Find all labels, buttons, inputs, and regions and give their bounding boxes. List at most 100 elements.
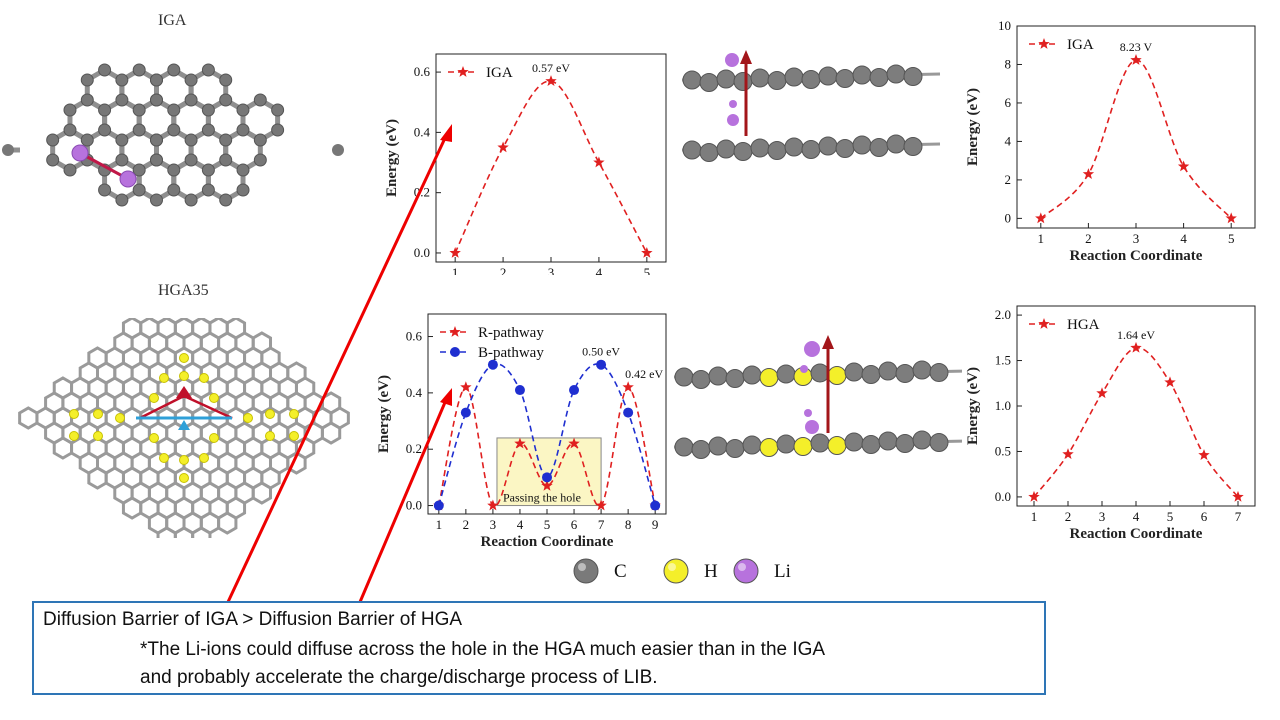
plot-frame bbox=[435, 53, 667, 263]
y-tick-label: 2.0 bbox=[995, 307, 1011, 322]
data-point bbox=[595, 499, 607, 511]
legend-marker bbox=[1038, 318, 1050, 329]
data-point bbox=[1177, 160, 1190, 172]
x-tick-label: 3 bbox=[548, 265, 555, 275]
value-annotation: 0.57 eV bbox=[532, 61, 570, 75]
y-tick-label: 6 bbox=[1005, 95, 1012, 110]
b-pathway-marker bbox=[178, 420, 190, 430]
atom-c-icon bbox=[573, 558, 599, 584]
iga-side-view-illustration bbox=[681, 50, 941, 162]
y-tick-label: 0.4 bbox=[414, 124, 431, 139]
diffusion-barrier-callout: Diffusion Barrier of IGA > Diffusion Bar… bbox=[32, 601, 1046, 695]
value-annotation: 8.23 V bbox=[1120, 40, 1153, 54]
r-pathway-marker bbox=[176, 386, 192, 398]
li-diffusion-path-line bbox=[79, 151, 129, 181]
y-tick-label: 0.2 bbox=[414, 185, 430, 200]
passing-hole-highlight bbox=[496, 437, 602, 507]
data-point bbox=[514, 385, 525, 396]
data-point bbox=[1225, 212, 1237, 224]
li-atom-start bbox=[71, 144, 89, 162]
legend-label: R-pathway bbox=[478, 325, 544, 341]
data-point bbox=[1198, 449, 1210, 460]
y-tick-label: 0.2 bbox=[406, 441, 422, 456]
data-point bbox=[1035, 212, 1047, 224]
x-tick-label: 7 bbox=[598, 517, 605, 532]
data-point bbox=[487, 499, 499, 511]
upward-arrow-icon bbox=[822, 335, 834, 349]
y-tick-label: 0 bbox=[1005, 210, 1012, 225]
y-tick-label: 0.0 bbox=[414, 245, 430, 260]
series-line bbox=[438, 386, 656, 507]
y-tick-label: 2 bbox=[1005, 172, 1012, 187]
callout-detail-line-2: and probably accelerate the charge/disch… bbox=[140, 667, 658, 688]
x-tick-label: 9 bbox=[652, 517, 659, 532]
y-tick-label: 4 bbox=[1005, 133, 1012, 148]
y-tick-label: 10 bbox=[998, 18, 1011, 33]
y-axis-label: Energy (eV) bbox=[384, 119, 400, 197]
x-tick-label: 8 bbox=[625, 517, 632, 532]
passing-hole-label: Passing the hole bbox=[503, 491, 581, 505]
series-line bbox=[454, 80, 648, 254]
x-axis-label: Reaction Coordinate bbox=[1070, 248, 1203, 264]
x-tick-label: 7 bbox=[1235, 509, 1242, 524]
x-tick-label: 1 bbox=[436, 517, 443, 532]
atom-li-icon bbox=[733, 558, 759, 584]
atom-legend-markers: C H Li bbox=[573, 558, 791, 584]
x-tick-label: 4 bbox=[1180, 231, 1187, 246]
data-point bbox=[545, 75, 557, 86]
x-tick-label: 2 bbox=[463, 517, 470, 532]
data-point bbox=[569, 385, 580, 396]
data-point bbox=[622, 381, 634, 393]
atom-legend-label: Li bbox=[774, 561, 791, 582]
data-point bbox=[1028, 490, 1040, 502]
hga-energy-chart-large: 0.0 0.5 1.0 1.5 2.0 1 2 3 4 5 6 7 Reaction Coordinat… bbox=[965, 305, 1256, 542]
data-point bbox=[460, 407, 471, 418]
hga-pathway-energy-chart: Passing the hole 0.0 0.2 0.4 0.6 1 2 3 4 5 6 7 8 9 Rea… bbox=[376, 313, 667, 550]
data-point bbox=[487, 359, 498, 370]
x-tick-label: 5 bbox=[1167, 509, 1174, 524]
callout-heading: Diffusion Barrier of IGA > Diffusion Bar… bbox=[43, 609, 463, 630]
x-tick-label: 4 bbox=[517, 517, 524, 532]
data-point bbox=[1082, 168, 1095, 179]
x-tick-label: 5 bbox=[544, 517, 551, 532]
li-atom-end bbox=[119, 170, 137, 188]
x-tick-label: 4 bbox=[596, 265, 603, 275]
x-tick-label: 1 bbox=[452, 265, 459, 275]
x-tick-label: 5 bbox=[644, 265, 651, 275]
x-tick-label: 1 bbox=[1038, 231, 1045, 246]
data-point bbox=[568, 437, 580, 449]
data-point bbox=[514, 437, 526, 449]
x-tick-label: 4 bbox=[1133, 509, 1140, 524]
legend-label: B-pathway bbox=[478, 345, 544, 361]
y-axis-label: Energy (eV) bbox=[965, 88, 981, 166]
y-tick-label: 0.6 bbox=[414, 64, 431, 79]
data-point bbox=[623, 407, 634, 418]
legend-label: IGA bbox=[1067, 37, 1094, 53]
data-point bbox=[460, 381, 472, 393]
upward-arrow-icon bbox=[740, 50, 752, 64]
y-tick-label: 0.0 bbox=[995, 489, 1011, 504]
data-point bbox=[641, 246, 653, 258]
legend-marker bbox=[450, 347, 460, 357]
x-axis-label: Reaction Coordinate bbox=[481, 534, 614, 550]
x-axis-label: Reaction Coordinate bbox=[1070, 526, 1203, 542]
legend-marker bbox=[1038, 38, 1050, 49]
legend-marker bbox=[449, 326, 461, 337]
x-tick-label: 3 bbox=[1099, 509, 1106, 524]
data-point bbox=[650, 500, 661, 511]
atom-legend-label: H bbox=[704, 561, 718, 582]
atom-legend-label: C bbox=[614, 561, 627, 582]
x-tick-label: 3 bbox=[1133, 231, 1140, 246]
legend-label: HGA bbox=[1067, 317, 1100, 333]
data-point bbox=[1096, 387, 1108, 399]
y-axis-label: Energy (eV) bbox=[376, 375, 392, 453]
legend-label: IGA bbox=[486, 65, 513, 81]
x-tick-label: 6 bbox=[571, 517, 578, 532]
hga-structure-title: HGA35 bbox=[158, 282, 209, 299]
data-point bbox=[1062, 448, 1074, 460]
x-tick-label: 2 bbox=[500, 265, 507, 275]
value-annotation: 1.64 eV bbox=[1117, 328, 1155, 342]
y-tick-label: 0.5 bbox=[995, 443, 1011, 458]
y-tick-label: 8 bbox=[1005, 56, 1012, 71]
